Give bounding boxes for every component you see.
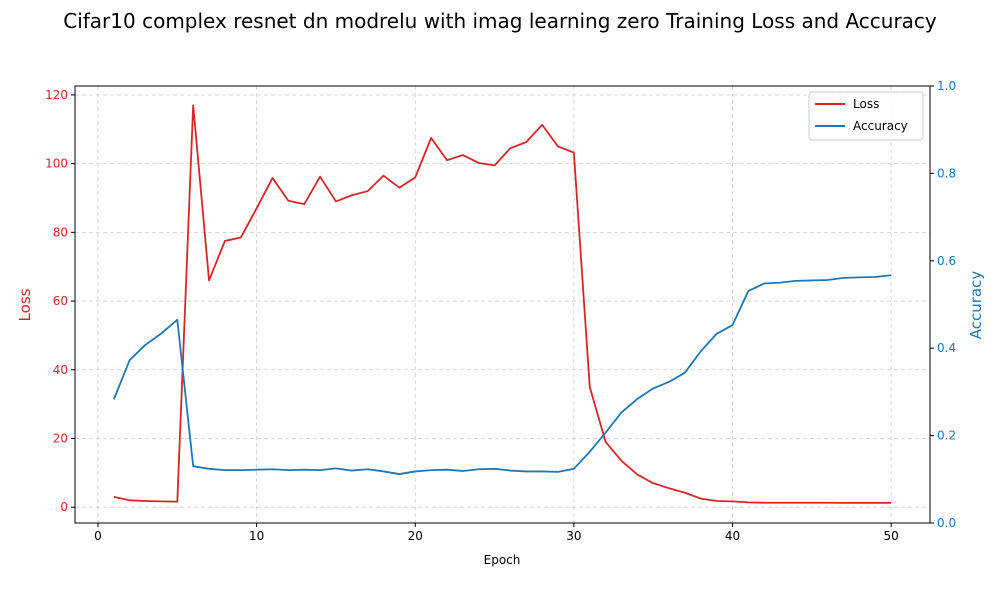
grid	[75, 86, 930, 523]
y-right-tick-label: 0.2	[937, 429, 956, 443]
y-right-tick-label: 0.8	[937, 166, 956, 180]
chart-title: Cifar10 complex resnet dn modrelu with i…	[63, 9, 937, 33]
y-axis-left-label: Loss	[16, 288, 34, 321]
y-left-tick-label: 100	[45, 157, 68, 171]
legend-label-loss: Loss	[853, 97, 879, 111]
y-axis-right-label: Accuracy	[967, 271, 985, 340]
x-tick-label: 50	[883, 529, 898, 543]
x-axis: 0 10 20 30 40 50	[94, 523, 899, 543]
series-line-accuracy	[113, 274, 892, 475]
y-right-tick-label: 1.0	[937, 79, 956, 93]
x-tick-label: 40	[725, 529, 740, 543]
y-axis-left: 0 20 40 60 80 100 120	[45, 88, 75, 514]
x-tick-label: 10	[249, 529, 264, 543]
legend-label-accuracy: Accuracy	[853, 119, 908, 133]
series-layer	[113, 104, 892, 504]
y-right-tick-label: 0.0	[937, 516, 956, 530]
y-left-tick-label: 40	[53, 363, 68, 377]
y-left-tick-label: 80	[53, 225, 68, 239]
x-tick-label: 30	[566, 529, 581, 543]
series-line-loss	[113, 104, 892, 504]
y-left-tick-label: 0	[60, 500, 68, 514]
legend: Loss Accuracy	[808, 91, 924, 141]
x-axis-label: Epoch	[484, 553, 521, 567]
x-tick-label: 0	[94, 529, 102, 543]
y-right-tick-label: 0.4	[937, 341, 956, 355]
y-right-tick-label: 0.6	[937, 254, 956, 268]
plot-frame	[74, 85, 931, 524]
y-left-tick-label: 120	[45, 88, 68, 102]
y-axis-right: 0.0 0.2 0.4 0.6 0.8 1.0	[930, 79, 956, 530]
x-tick-label: 20	[408, 529, 423, 543]
y-left-tick-label: 60	[53, 294, 68, 308]
y-left-tick-label: 20	[53, 431, 68, 445]
